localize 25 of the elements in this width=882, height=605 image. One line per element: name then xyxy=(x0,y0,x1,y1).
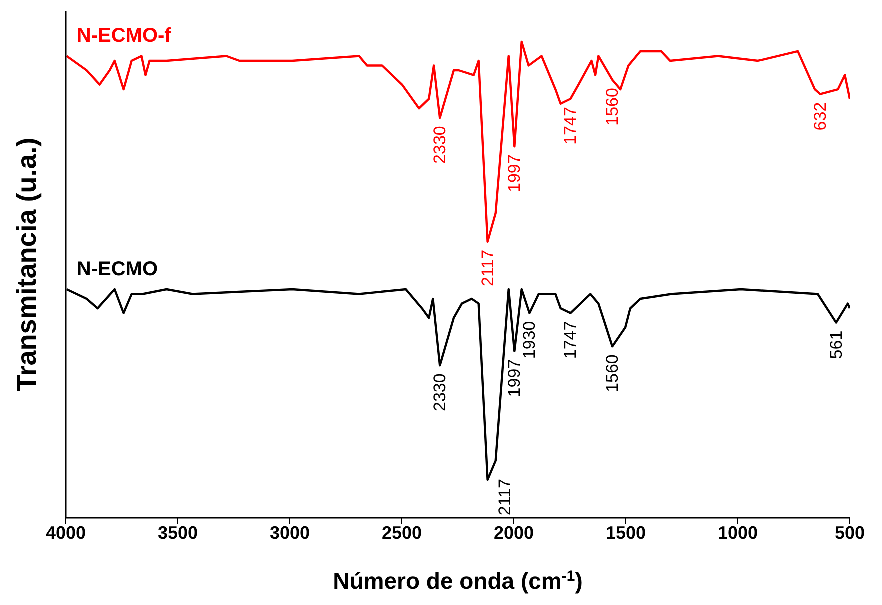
x-tick-label: 1000 xyxy=(718,522,758,543)
annotation: 2330 xyxy=(430,126,450,164)
annotation: 2117 xyxy=(478,250,498,286)
x-tick-label: 3000 xyxy=(270,522,310,543)
series-label: N-ECMO xyxy=(76,258,158,280)
annotation: 2330 xyxy=(430,374,450,412)
annotation: 1747 xyxy=(561,107,580,145)
annotation: 1997 xyxy=(505,154,524,193)
annotation: 1560 xyxy=(603,354,622,392)
annotation: 1997 xyxy=(505,359,524,398)
annotation: 1560 xyxy=(603,88,622,126)
annotation: 632 xyxy=(810,102,830,131)
x-tick-label: 500 xyxy=(834,522,866,543)
x-tick-label: 2500 xyxy=(382,522,422,543)
x-tick-label: 2000 xyxy=(494,522,534,543)
annotation: 561 xyxy=(826,330,846,360)
x-axis-title: Número de onda (cm$^{-1}$) xyxy=(333,568,583,594)
x-tick-label: 3500 xyxy=(158,522,198,543)
series-label: N-ECMO-f xyxy=(76,25,172,48)
x-tick-label: 4000 xyxy=(46,522,86,543)
annotation: 2117 xyxy=(495,479,514,516)
y-axis-title: Transmitancia (u.a.) xyxy=(12,138,42,392)
annotation: 1930 xyxy=(520,321,540,360)
annotation: 1747 xyxy=(561,321,580,360)
x-tick-label: 1500 xyxy=(606,522,646,543)
